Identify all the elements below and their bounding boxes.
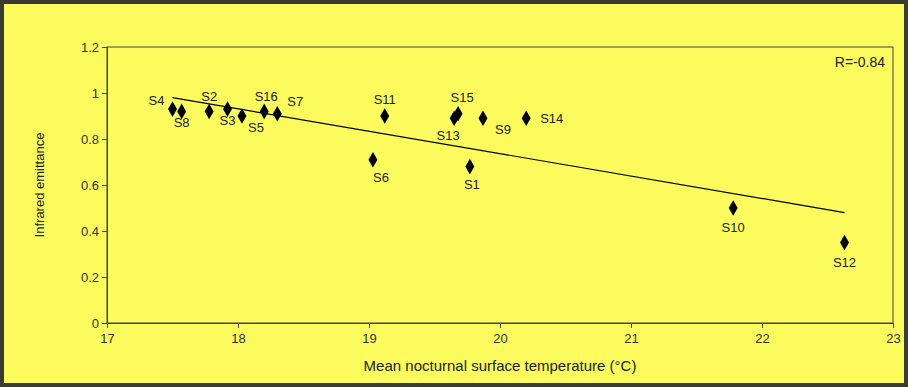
point-label: S6	[373, 170, 389, 185]
y-tick-mark	[102, 323, 107, 324]
y-tick-mark	[102, 231, 107, 232]
x-tick: 19	[362, 323, 376, 346]
x-tick: 23	[886, 323, 900, 346]
x-tick-label: 23	[886, 331, 900, 346]
background	[4, 4, 904, 383]
y-tick: 1	[92, 86, 107, 101]
x-tick: 20	[493, 323, 507, 346]
point	[260, 104, 269, 120]
x-tick-mark	[369, 323, 370, 328]
point-label: S15	[451, 90, 474, 105]
x-tick-mark	[762, 323, 763, 328]
y-tick-label: 1.2	[81, 40, 99, 55]
y-tick: 0.2	[81, 270, 107, 285]
plot-frame	[107, 47, 893, 323]
y-tick: 0.6	[81, 178, 107, 193]
point	[237, 108, 246, 124]
x-axis-line	[108, 324, 894, 329]
y-tick-mark	[102, 277, 107, 278]
y-tick: 0.4	[81, 224, 107, 239]
y-axis: 0 0.2 0.4 0.6 0.8 1 1.2	[81, 40, 108, 331]
point	[273, 106, 282, 122]
x-tick-mark	[500, 323, 501, 328]
y-tick-mark	[102, 93, 107, 94]
point-label: S1	[464, 177, 480, 192]
y-axis-line	[102, 48, 108, 324]
point-label: S11	[374, 92, 396, 107]
point	[840, 235, 849, 251]
x-tick-label: 20	[493, 331, 507, 346]
point-label: S12	[833, 255, 856, 270]
y-axis-title: Infrared emittance	[32, 133, 47, 238]
x-tick: 22	[755, 323, 769, 346]
x-tick-mark	[893, 323, 894, 328]
annotation: R=-0.84	[835, 54, 885, 70]
y-tick-label: 0.4	[81, 224, 99, 239]
y-tick-mark	[102, 139, 107, 140]
point	[478, 111, 487, 127]
x-tick-label: 22	[755, 331, 769, 346]
y-tick-mark	[102, 185, 107, 186]
point-label: S10	[722, 220, 745, 235]
x-axis: 17 18 19 20 21 22 23	[100, 323, 900, 346]
y-tick-mark	[102, 47, 107, 48]
point-label: S3	[220, 113, 236, 128]
point-label: S13	[437, 128, 460, 143]
point	[465, 159, 474, 175]
x-tick-label: 18	[231, 331, 245, 346]
marks	[168, 98, 849, 251]
point	[729, 200, 738, 216]
y-tick: 0.8	[81, 132, 107, 147]
point-labels: S4 S8 S2S3 S16 S5 S7 S11 S6 S15 S13 S9 S1 S14 S10 S12	[149, 89, 857, 269]
point-label: S9	[495, 122, 511, 137]
point-label: S16	[255, 89, 278, 104]
plot: 1718192021222300.20.40.60.811.2S4S8S2S3S…	[81, 40, 901, 346]
point	[368, 152, 377, 168]
x-tick: 18	[231, 323, 245, 346]
y-tick-label: 1	[92, 86, 99, 101]
x-tick-label: 19	[362, 331, 376, 346]
point-label: S2	[201, 89, 217, 104]
point-label: S7	[287, 94, 303, 109]
x-tick: 17	[100, 323, 114, 346]
point-label: S4	[149, 93, 165, 108]
point	[450, 111, 459, 127]
y-tick-label: 0.2	[81, 270, 99, 285]
y-tick-label: 0.6	[81, 178, 99, 193]
x-tick-label: 17	[100, 331, 114, 346]
trend-line	[173, 98, 845, 213]
point-label: S8	[174, 115, 190, 130]
chart: 1718192021222300.20.40.60.811.2S4S8S2S3S…	[0, 0, 908, 387]
x-axis-title: Mean nocturnal surface temperature (°C)	[364, 357, 637, 374]
y-tick-label: 0	[92, 316, 99, 331]
y-tick-label: 0.8	[81, 132, 99, 147]
x-tick-label: 21	[624, 331, 638, 346]
y-tick: 1.2	[81, 40, 107, 55]
x-tick-mark	[238, 323, 239, 328]
x-tick: 21	[624, 323, 638, 346]
point	[205, 104, 214, 120]
point-label: S14	[540, 111, 563, 126]
x-tick-mark	[631, 323, 632, 328]
point-label: S5	[248, 120, 264, 135]
point	[522, 111, 531, 127]
y-tick: 0	[92, 316, 107, 331]
point	[380, 108, 389, 124]
